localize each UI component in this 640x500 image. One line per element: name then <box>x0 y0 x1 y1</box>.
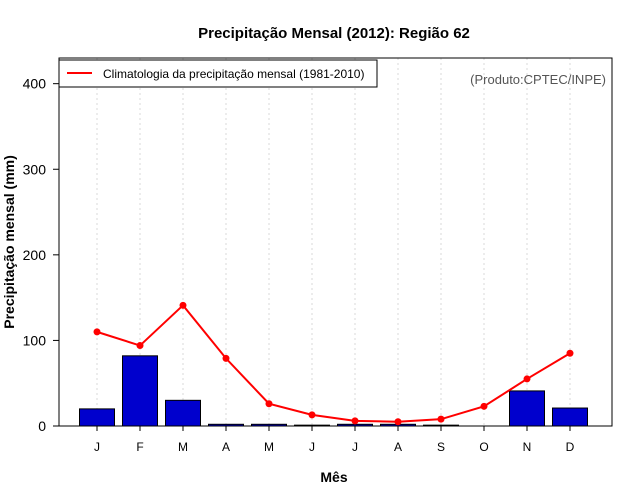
x-axis-label: Mês <box>320 469 347 485</box>
climatology-line <box>96 303 571 423</box>
x-tick-label: M <box>178 440 188 454</box>
bar-a-3 <box>208 423 244 427</box>
x-tick-label: N <box>523 440 532 454</box>
climatology-point <box>351 417 359 425</box>
vertical-gridlines <box>96 58 571 426</box>
y-axis: 0 100 200 300 400 <box>23 76 59 434</box>
x-tick-label: J <box>309 440 315 454</box>
plot-frame <box>58 57 613 427</box>
x-tick-label: J <box>94 440 100 454</box>
source-note: (Produto:CPTEC/INPE) <box>470 72 606 87</box>
y-axis-label: Precipitação mensal (mm) <box>1 155 17 329</box>
climatology-point <box>437 415 445 423</box>
bar-s-8 <box>423 424 459 427</box>
bar-m-2 <box>165 399 201 427</box>
climatology-point <box>93 328 101 336</box>
x-tick-label: M <box>264 440 274 454</box>
x-tick-label: A <box>394 440 402 454</box>
legend: Climatologia da precipitação mensal (198… <box>58 59 378 88</box>
bar-series <box>79 355 588 427</box>
climatology-point <box>265 400 273 408</box>
x-tick-label: D <box>566 440 575 454</box>
chart-title: Precipitação Mensal (2012): Região 62 <box>198 25 470 42</box>
y-tick-label: 400 <box>23 76 47 92</box>
y-tick-label: 0 <box>38 418 46 434</box>
x-tick-label: A <box>222 440 230 454</box>
x-tick-label: O <box>479 440 488 454</box>
y-tick-label: 300 <box>23 161 47 177</box>
bar-n-10 <box>509 390 545 427</box>
climatology-point <box>566 349 574 357</box>
bar-d-11 <box>552 407 588 427</box>
bar-j-0 <box>79 408 115 427</box>
x-tick-label: J <box>352 440 358 454</box>
bar-f-1 <box>122 355 158 427</box>
climatology-series <box>93 301 574 426</box>
climatology-point <box>394 418 402 426</box>
climatology-point <box>523 375 531 383</box>
y-tick-label: 100 <box>23 332 47 348</box>
y-tick-label: 200 <box>23 247 47 263</box>
bar-j-5 <box>294 424 330 427</box>
climatology-point <box>136 342 144 350</box>
legend-box <box>58 59 378 88</box>
legend-label: Climatologia da precipitação mensal (198… <box>103 67 364 81</box>
climatology-point <box>308 411 316 419</box>
climatology-point <box>179 301 187 309</box>
bar-m-4 <box>251 423 287 427</box>
x-tick-label: S <box>437 440 445 454</box>
bar-j-6 <box>337 423 373 427</box>
x-tick-label: F <box>136 440 143 454</box>
climatology-point <box>222 354 230 362</box>
climatology-point <box>480 402 488 410</box>
